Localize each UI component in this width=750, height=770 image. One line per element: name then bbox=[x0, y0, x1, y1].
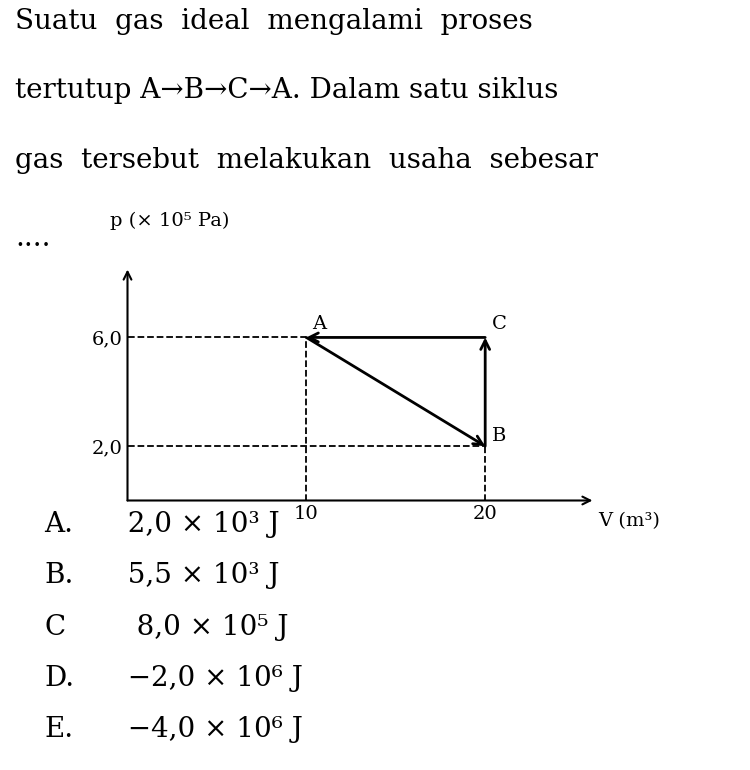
Text: 8,0 × 10⁵ J: 8,0 × 10⁵ J bbox=[110, 614, 288, 641]
Text: Suatu  gas  ideal  mengalami  proses: Suatu gas ideal mengalami proses bbox=[15, 8, 532, 35]
Text: −2,0 × 10⁶ J: −2,0 × 10⁶ J bbox=[110, 665, 302, 692]
Text: tertutup A→B→C→A. Dalam satu siklus: tertutup A→B→C→A. Dalam satu siklus bbox=[15, 77, 558, 105]
Text: B: B bbox=[492, 427, 507, 445]
Text: E.: E. bbox=[44, 716, 74, 743]
Text: 5,5 × 10³ J: 5,5 × 10³ J bbox=[110, 562, 279, 590]
Text: C: C bbox=[492, 315, 507, 333]
Text: D.: D. bbox=[44, 665, 74, 692]
Text: B.: B. bbox=[44, 562, 74, 590]
Text: V (m³): V (m³) bbox=[598, 512, 660, 530]
Text: −4,0 × 10⁶ J: −4,0 × 10⁶ J bbox=[110, 716, 302, 743]
Text: A: A bbox=[312, 315, 326, 333]
Text: ....: .... bbox=[15, 225, 50, 253]
Text: C: C bbox=[44, 614, 65, 641]
Text: p (× 10⁵ Pa): p (× 10⁵ Pa) bbox=[110, 211, 229, 229]
Text: 2,0 × 10³ J: 2,0 × 10³ J bbox=[110, 511, 279, 538]
Text: A.: A. bbox=[44, 511, 73, 538]
Text: gas  tersebut  melakukan  usaha  sebesar: gas tersebut melakukan usaha sebesar bbox=[15, 147, 598, 174]
